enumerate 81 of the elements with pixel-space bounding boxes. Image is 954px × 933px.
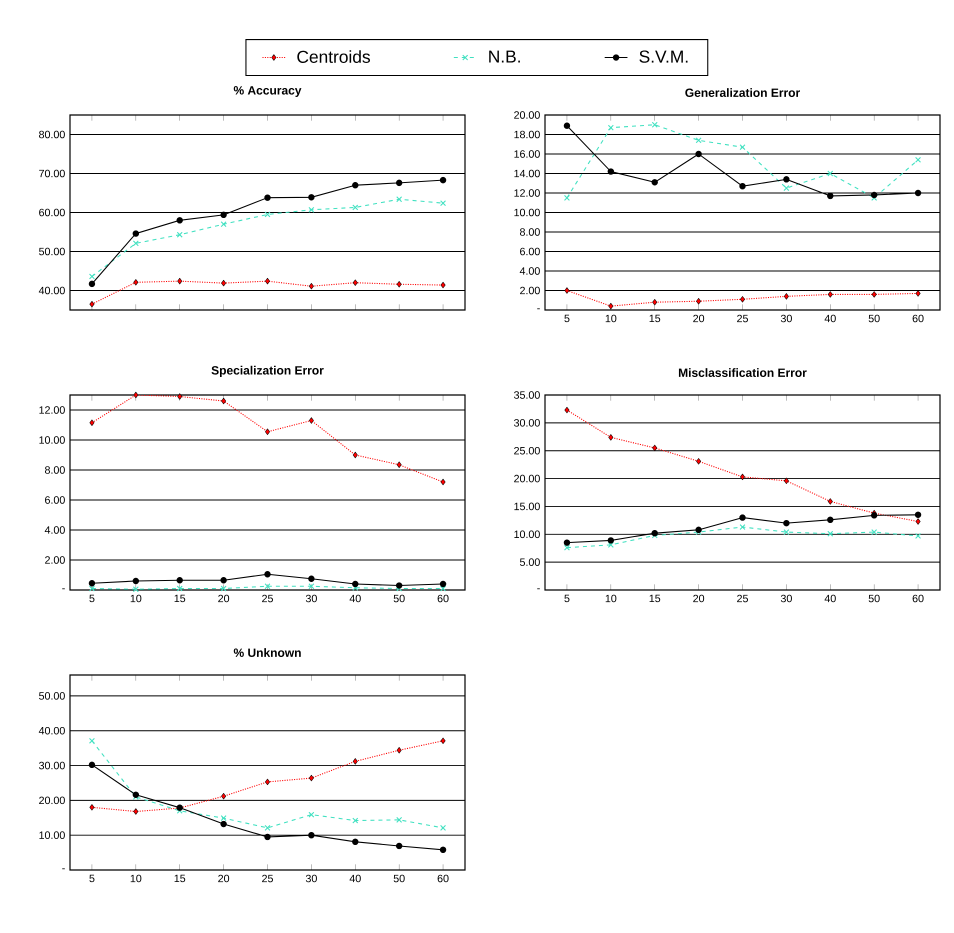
y-tick-label: - <box>62 868 65 870</box>
y-tick-label: 50.00 <box>39 248 65 256</box>
y-tick-label: 4.00 <box>520 267 540 275</box>
y-tick-label: 80.00 <box>39 130 65 138</box>
y-tick-label: 10.00 <box>514 530 540 538</box>
legend-label: N.B. <box>489 50 520 62</box>
x-tick-label: 15 <box>650 314 660 322</box>
x-tick-label: 30 <box>306 594 317 602</box>
chart-title: Specialization Error <box>212 366 324 377</box>
y-tick-label: 8.00 <box>520 228 540 236</box>
x-tick-label: 20 <box>693 314 704 322</box>
x-tick-label: 30 <box>306 874 317 882</box>
x-tick-label: 10 <box>130 594 142 602</box>
x-tick-label: 10 <box>130 874 142 882</box>
y-tick-label: 10.00 <box>39 831 65 839</box>
x-tick-label: 30 <box>780 594 792 602</box>
x-tick-label: 40 <box>824 314 836 322</box>
y-tick-label: 20.00 <box>514 474 540 482</box>
y-tick-label: 6.00 <box>45 496 65 504</box>
y-tick-label: - <box>62 588 65 590</box>
y-tick-label: 12.00 <box>39 406 65 414</box>
y-tick-label: 6.00 <box>520 248 540 256</box>
y-tick-label: 14.00 <box>514 170 540 178</box>
x-tick-label: 50 <box>394 594 405 602</box>
chart-title: % Unknown <box>234 648 301 657</box>
y-tick-label: 20.00 <box>514 111 540 119</box>
x-tick-label: 15 <box>174 874 186 882</box>
x-tick-label: 5 <box>89 594 94 602</box>
x-tick-label: 5 <box>564 314 570 322</box>
x-tick-label: 25 <box>737 314 748 322</box>
chart-title: % Accuracy <box>234 86 302 97</box>
y-tick-label: 2.00 <box>520 286 540 294</box>
y-tick-label: 15.00 <box>514 502 540 510</box>
y-tick-label: 35.00 <box>514 391 540 399</box>
y-tick-label: 20.00 <box>39 796 65 804</box>
y-tick-label: 10.00 <box>514 208 540 216</box>
x-tick-label: 30 <box>780 314 792 322</box>
y-tick-label: 40.00 <box>38 726 65 734</box>
y-tick-label: 16.00 <box>514 150 540 158</box>
x-tick-label: 40 <box>350 874 361 882</box>
y-tick-label: 12.00 <box>514 189 540 197</box>
y-tick-label: - <box>537 588 540 590</box>
x-tick-label: 10 <box>606 314 616 322</box>
y-tick-label: 70.00 <box>39 170 65 178</box>
y-tick-label: 2.00 <box>45 556 65 564</box>
x-tick-label: 50 <box>394 874 405 882</box>
y-tick-label: 60.00 <box>39 208 65 216</box>
y-tick-label: - <box>537 308 540 310</box>
y-tick-label: 8.00 <box>44 466 65 474</box>
y-tick-label: 10.00 <box>39 436 65 444</box>
x-tick-label: 50 <box>868 594 880 602</box>
x-tick-label: 25 <box>262 594 273 602</box>
y-tick-label: 50.00 <box>39 692 65 700</box>
x-tick-label: 20 <box>218 874 230 882</box>
x-tick-label: 5 <box>89 874 94 882</box>
x-tick-label: 15 <box>174 594 186 602</box>
x-tick-label: 50 <box>868 314 880 322</box>
y-tick-label: 18.00 <box>514 130 540 138</box>
x-tick-label: 5 <box>564 594 570 602</box>
x-tick-label: 60 <box>912 314 924 322</box>
x-tick-label: 40 <box>350 594 361 602</box>
chart-title: Misclassification Error <box>678 368 807 377</box>
x-tick-label: 60 <box>912 594 924 602</box>
legend-label: S.V.M. <box>639 50 688 63</box>
y-tick-label: 30.00 <box>38 762 65 770</box>
x-tick-label: 10 <box>606 594 616 602</box>
y-tick-label: 5.00 <box>520 558 540 566</box>
x-tick-label: 20 <box>218 594 230 602</box>
x-tick-label: 60 <box>438 594 449 602</box>
y-tick-label: 4.00 <box>44 526 65 534</box>
x-tick-label: 60 <box>438 874 449 882</box>
x-tick-label: 40 <box>824 594 836 602</box>
x-tick-label: 15 <box>650 594 660 602</box>
y-tick-label: 30.00 <box>514 419 540 427</box>
y-tick-label: 25.00 <box>514 446 540 454</box>
chart-title: Generalization Error <box>685 88 800 97</box>
x-tick-label: 20 <box>693 594 704 602</box>
y-tick-label: 40.00 <box>38 286 65 294</box>
x-tick-label: 25 <box>262 874 273 882</box>
legend-label: Centroids <box>297 50 370 63</box>
x-tick-label: 25 <box>737 594 748 602</box>
